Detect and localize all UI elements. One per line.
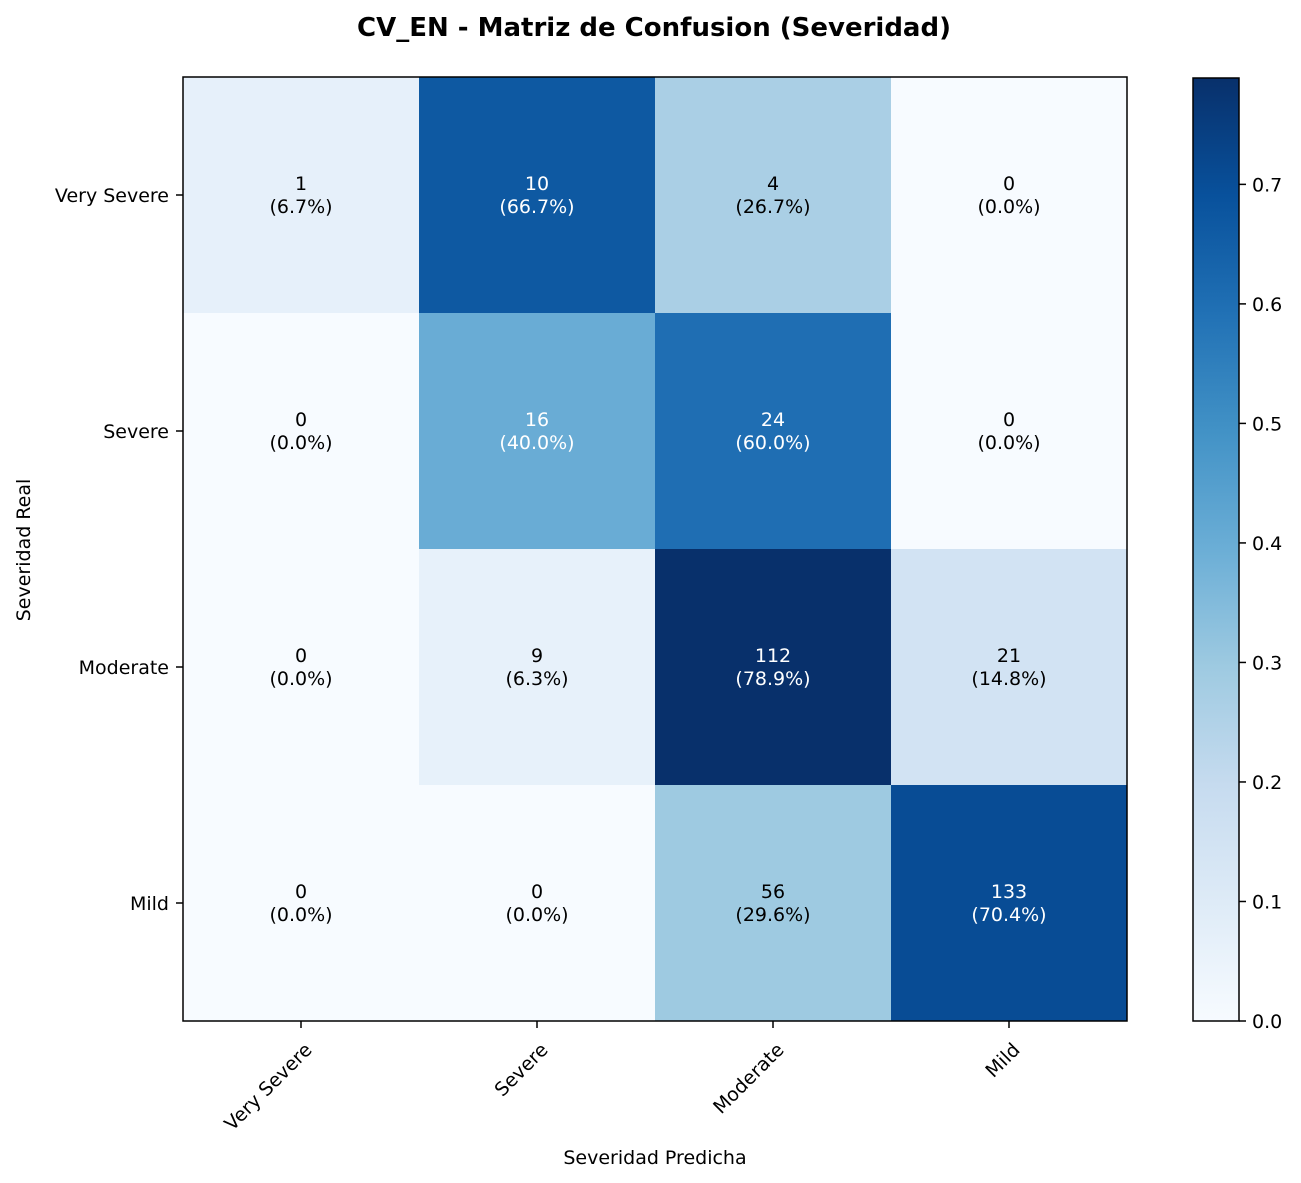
chart-title: CV_EN - Matriz de Confusion (Severidad)	[357, 13, 951, 43]
cell-count-label: 0	[1003, 409, 1015, 431]
colorbar-tick-label: 0.4	[1252, 533, 1282, 555]
colorbar-tick-label: 0.0	[1252, 1011, 1282, 1033]
cell-percent-label: (66.7%)	[499, 196, 574, 218]
x-tick-label: Moderate	[709, 1039, 788, 1118]
cell-percent-label: (29.6%)	[735, 904, 810, 926]
colorbar-tick-label: 0.2	[1252, 772, 1282, 794]
colorbar-tick-label: 0.3	[1252, 652, 1282, 674]
cell-percent-label: (6.3%)	[505, 668, 568, 690]
heatmap-cell	[183, 313, 420, 550]
heatmap-cell	[891, 77, 1128, 314]
x-axis-ticks: Very Severe Severe Moderate Mild	[220, 1021, 1025, 1135]
y-axis-label: Severidad Real	[13, 479, 35, 622]
cell-count-label: 21	[997, 645, 1021, 667]
cell-count-label: 0	[295, 409, 307, 431]
cell-percent-label: (0.0%)	[269, 432, 332, 454]
cell-percent-label: (60.0%)	[735, 432, 810, 454]
colorbar-tick-label: 0.5	[1252, 413, 1282, 435]
cell-percent-label: (26.7%)	[735, 196, 810, 218]
cell-percent-label: (78.9%)	[735, 668, 810, 690]
cell-percent-label: (40.0%)	[499, 432, 574, 454]
x-tick-label: Severe	[490, 1039, 552, 1101]
cell-percent-label: (0.0%)	[269, 904, 332, 926]
colorbar-tick-label: 0.6	[1252, 294, 1282, 316]
heatmap-cell	[183, 785, 420, 1022]
cell-count-label: 1	[295, 173, 307, 195]
y-tick-label: Mild	[130, 893, 169, 915]
colorbar-tick-label: 0.7	[1252, 174, 1282, 196]
cell-count-label: 0	[1003, 173, 1015, 195]
y-axis-ticks: Very Severe Severe Moderate Mild	[55, 185, 183, 915]
cell-count-label: 24	[761, 409, 785, 431]
heatmap-cell	[655, 77, 892, 314]
cell-count-label: 0	[295, 881, 307, 903]
plot-frame	[182, 76, 1128, 1022]
y-tick-label: Moderate	[79, 657, 169, 679]
heatmap-cell	[419, 313, 656, 550]
cell-count-label: 16	[525, 409, 549, 431]
heatmap-cell	[183, 77, 420, 314]
cell-count-label: 133	[991, 881, 1027, 903]
heatmap-cell	[183, 549, 420, 786]
cell-count-label: 10	[525, 173, 549, 195]
heatmap-cell	[891, 785, 1128, 1022]
colorbar	[1192, 77, 1240, 1022]
cell-percent-label: (70.4%)	[971, 904, 1046, 926]
heatmap-cell	[655, 785, 892, 1022]
y-tick-label: Severe	[103, 421, 169, 443]
cell-count-label: 0	[295, 645, 307, 667]
cell-count-label: 112	[755, 645, 791, 667]
cell-percent-label: (14.8%)	[971, 668, 1046, 690]
colorbar-tick-label: 0.1	[1252, 891, 1282, 913]
cell-percent-label: (0.0%)	[269, 668, 332, 690]
cell-count-label: 56	[761, 881, 785, 903]
heatmap-cell	[419, 77, 656, 314]
cell-percent-label: (0.0%)	[977, 196, 1040, 218]
heatmap-cell	[419, 785, 656, 1022]
x-tick-label: Very Severe	[220, 1039, 316, 1135]
cell-percent-label: (6.7%)	[269, 196, 332, 218]
cell-count-label: 0	[531, 881, 543, 903]
heatmap-cell	[655, 549, 892, 786]
cell-percent-label: (0.0%)	[505, 904, 568, 926]
heatmap-cell	[891, 313, 1128, 550]
x-axis-label: Severidad Predicha	[563, 1147, 746, 1169]
cell-count-label: 4	[767, 173, 779, 195]
cell-percent-label: (0.0%)	[977, 432, 1040, 454]
heatmap-cell	[655, 313, 892, 550]
x-tick-label: Mild	[981, 1039, 1024, 1082]
heatmap-cells: 1(6.7%)10(66.7%)4(26.7%)0(0.0%)0(0.0%)16…	[183, 77, 1128, 1022]
cell-count-label: 9	[531, 645, 543, 667]
colorbar-ticks: 0.0 0.1 0.2 0.3 0.4 0.5 0.6 0.7	[1239, 174, 1282, 1033]
y-tick-label: Very Severe	[55, 185, 169, 207]
heatmap-cell	[891, 549, 1128, 786]
heatmap-cell	[419, 549, 656, 786]
